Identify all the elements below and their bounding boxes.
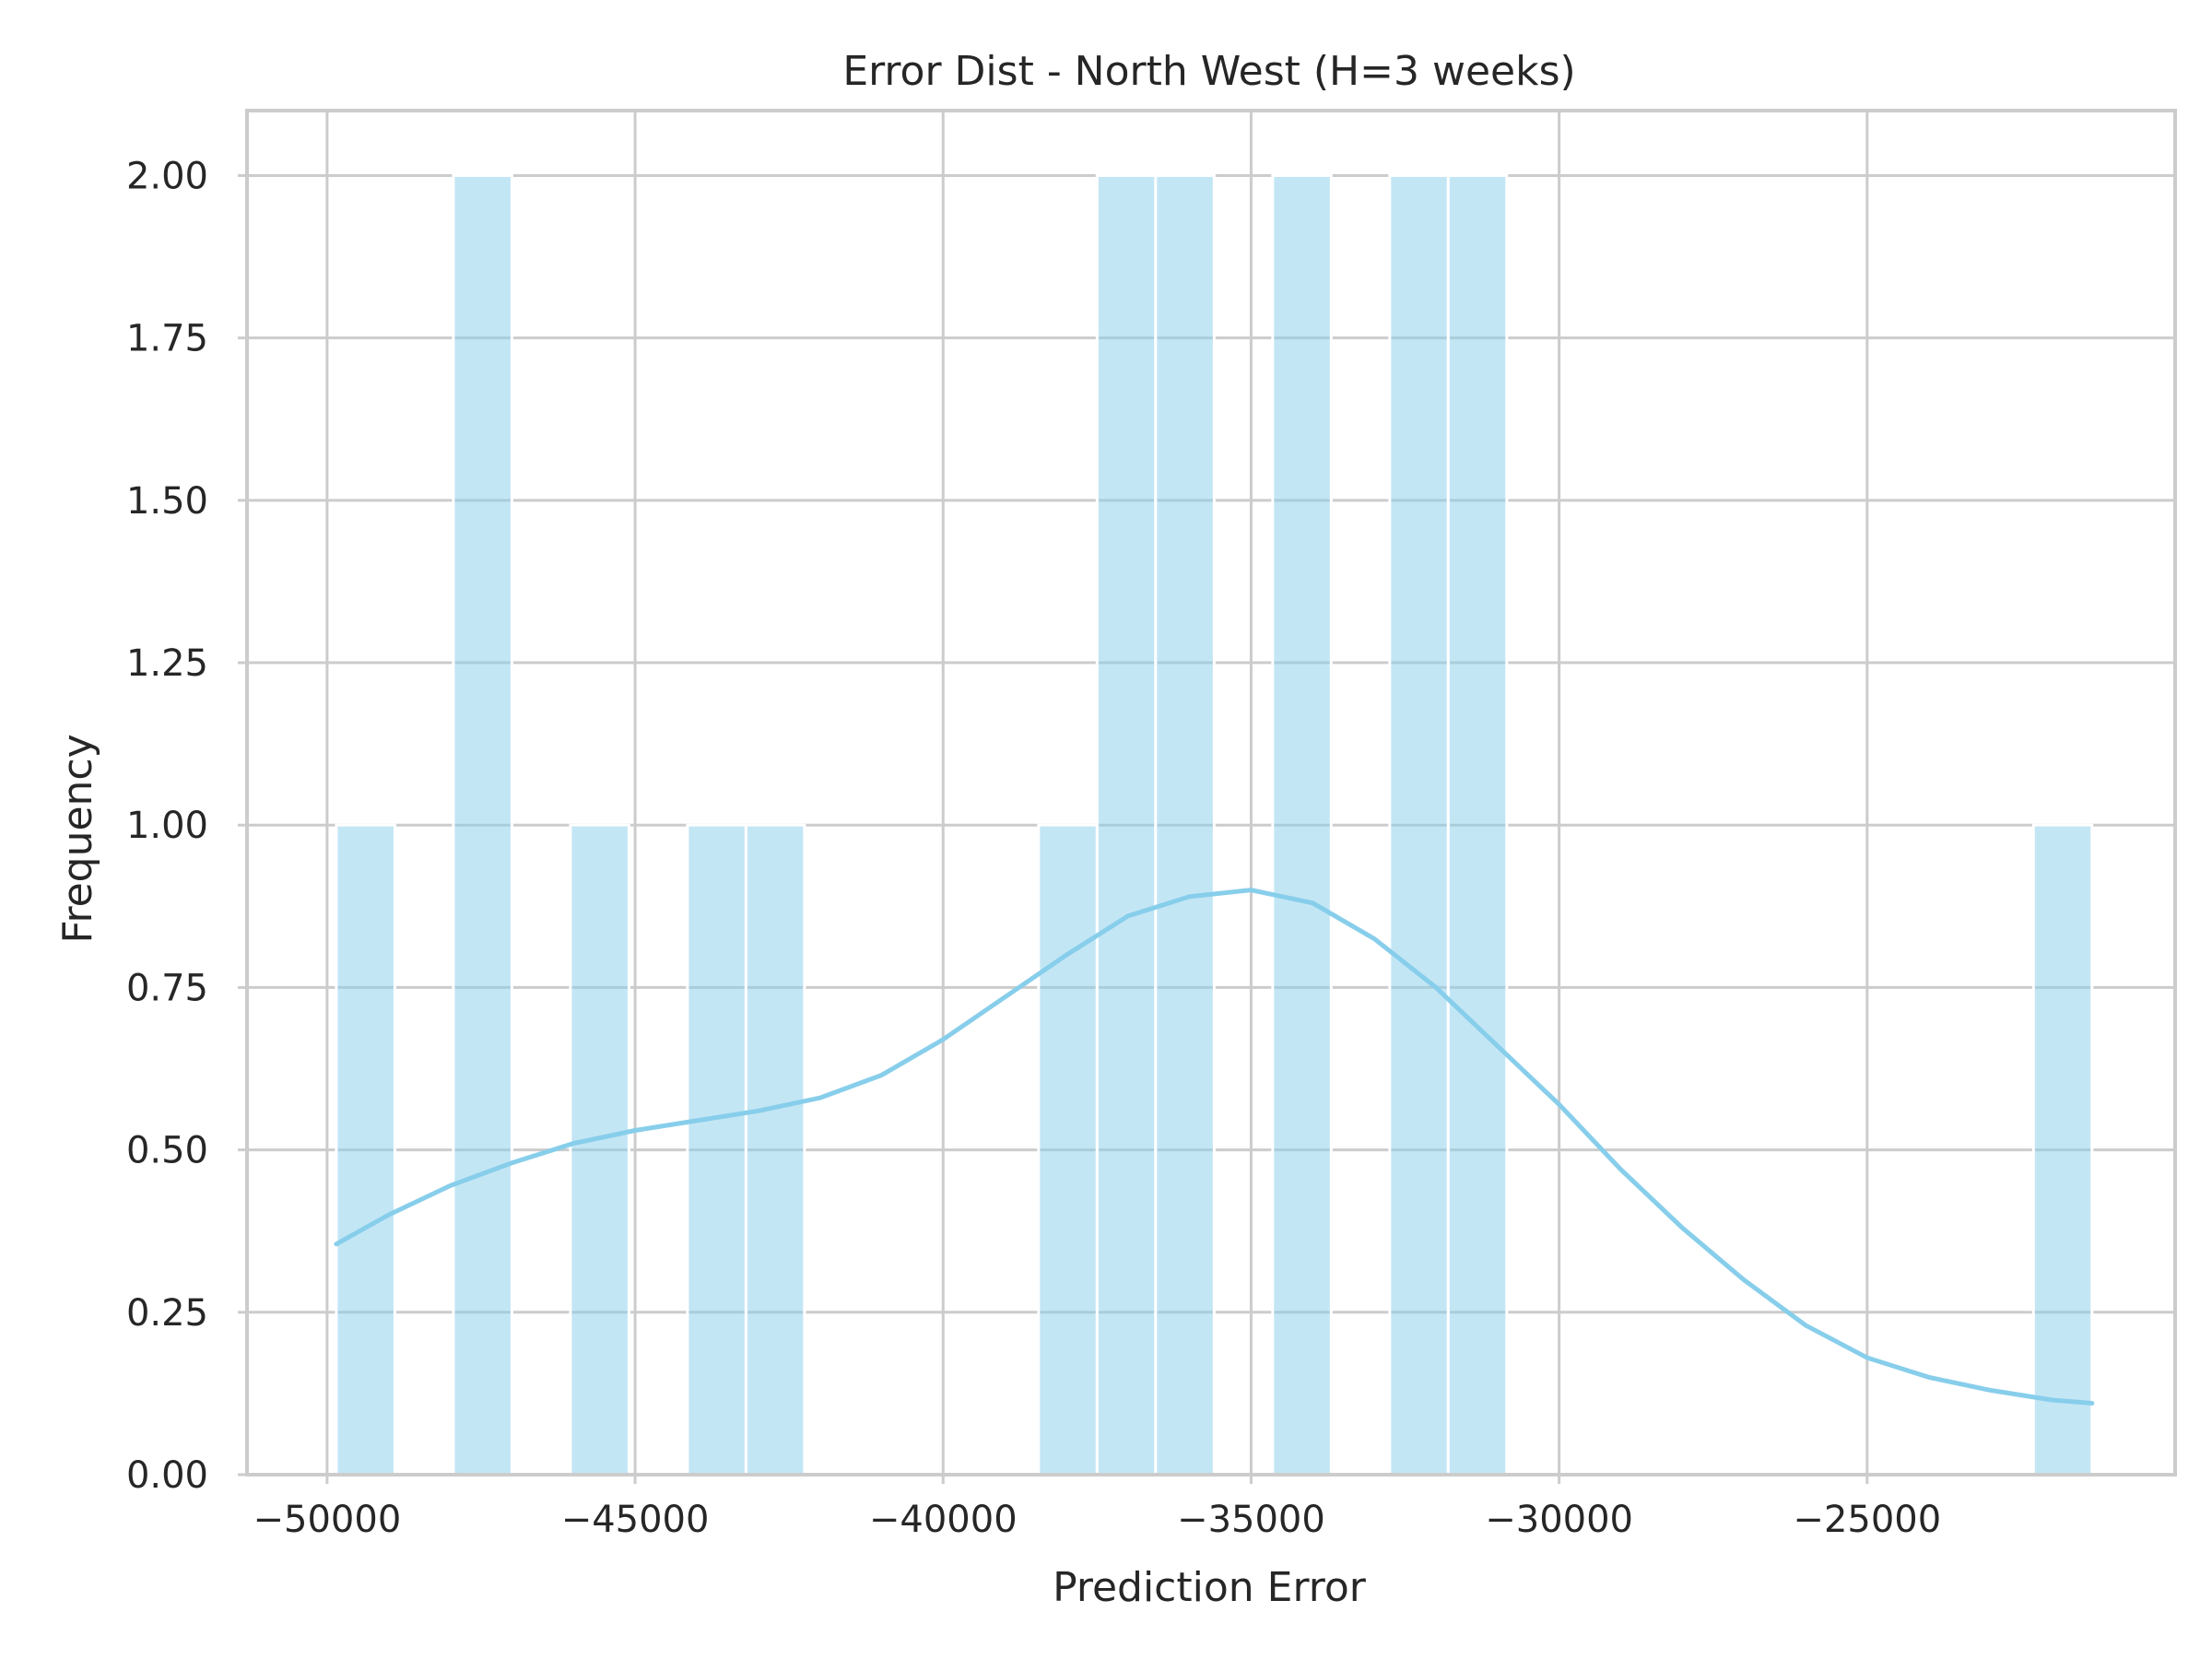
histogram-bar <box>686 823 747 1477</box>
x-tick-label: −25000 <box>1793 1499 1941 1541</box>
histogram-bar <box>335 823 396 1477</box>
y-tick-label: 2.00 <box>126 155 208 197</box>
histogram-bar <box>569 823 630 1477</box>
y-tick-label: 0.25 <box>126 1292 208 1335</box>
x-tick-label: −45000 <box>561 1499 710 1541</box>
y-tick-label: 1.50 <box>126 480 208 523</box>
histogram-bar <box>1388 173 1450 1477</box>
histogram-bar <box>1095 173 1158 1477</box>
x-tick-label: −30000 <box>1485 1499 1633 1541</box>
y-tick-label: 1.25 <box>126 642 208 685</box>
y-axis-ticks: 0.00 0.25 0.50 0.75 1.00 1.25 1.50 1.75 2.00 <box>126 155 247 1497</box>
histogram-bars <box>335 173 2094 1477</box>
plot-frame <box>245 109 2177 1477</box>
histogram-bar <box>2031 823 2094 1477</box>
histogram-bar <box>1446 173 1509 1477</box>
histogram-bar <box>1271 173 1333 1477</box>
histogram-bar <box>1037 823 1099 1477</box>
y-tick-label: 0.50 <box>126 1130 208 1172</box>
kde-curve <box>334 888 2095 1406</box>
y-tick-label: 1.00 <box>126 805 208 847</box>
histogram-bar <box>744 823 806 1477</box>
histogram-bar <box>1154 173 1216 1477</box>
y-tick-label: 0.00 <box>126 1454 208 1497</box>
chart-title: Error Dist - North West (H=3 weeks) <box>842 48 1575 95</box>
y-tick-label: 1.75 <box>126 318 208 360</box>
histogram-bar <box>452 173 513 1477</box>
x-tick-label: −40000 <box>869 1499 1018 1541</box>
x-tick-label: −35000 <box>1177 1499 1325 1541</box>
x-tick-label: −50000 <box>253 1499 402 1541</box>
x-axis-ticks: −50000 −45000 −40000 −35000 −30000 −25000 <box>253 1475 1941 1541</box>
y-tick-label: 0.75 <box>126 967 208 1009</box>
x-axis-label: Prediction Error <box>1053 1564 1367 1611</box>
y-axis-label: Frequency <box>54 734 101 943</box>
